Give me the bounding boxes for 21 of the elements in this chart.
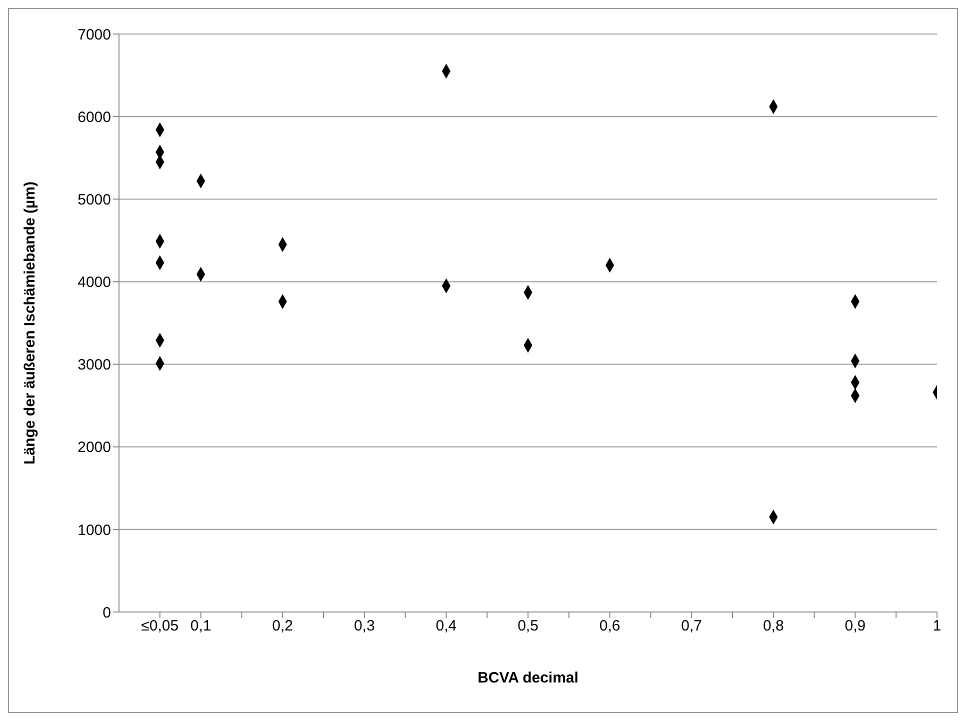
y-tick-label: 5000	[78, 191, 111, 208]
y-tick-label: 6000	[78, 108, 111, 126]
x-tick-label: 0,9	[844, 618, 866, 635]
x-tick-label: 0,3	[354, 618, 375, 635]
x-tick-label: 0,2	[272, 618, 294, 635]
y-tick-label: 2000	[78, 439, 111, 456]
y-axis-title: Länge der äußeren Ischämiebande (µm)	[21, 182, 38, 464]
x-tick-label: 0,6	[599, 618, 620, 635]
x-tick-label: 1	[932, 618, 942, 635]
y-tick-label: 7000	[78, 26, 111, 44]
x-tick-label: ≤0,05	[141, 618, 179, 635]
y-tick-label: 1000	[78, 522, 111, 539]
x-tick-label: 0,8	[762, 618, 784, 635]
y-tick-label: 4000	[78, 274, 111, 292]
y-tick-label: 0	[102, 604, 111, 622]
x-tick-label: 0,1	[190, 618, 212, 635]
x-tick-label: 0,4	[436, 618, 457, 635]
x-tick-label: 0,5	[518, 618, 538, 635]
x-axis-title: BCVA decimal	[478, 670, 578, 687]
x-tick-label: 0,7	[681, 618, 702, 635]
y-tick-label: 3000	[78, 356, 111, 374]
